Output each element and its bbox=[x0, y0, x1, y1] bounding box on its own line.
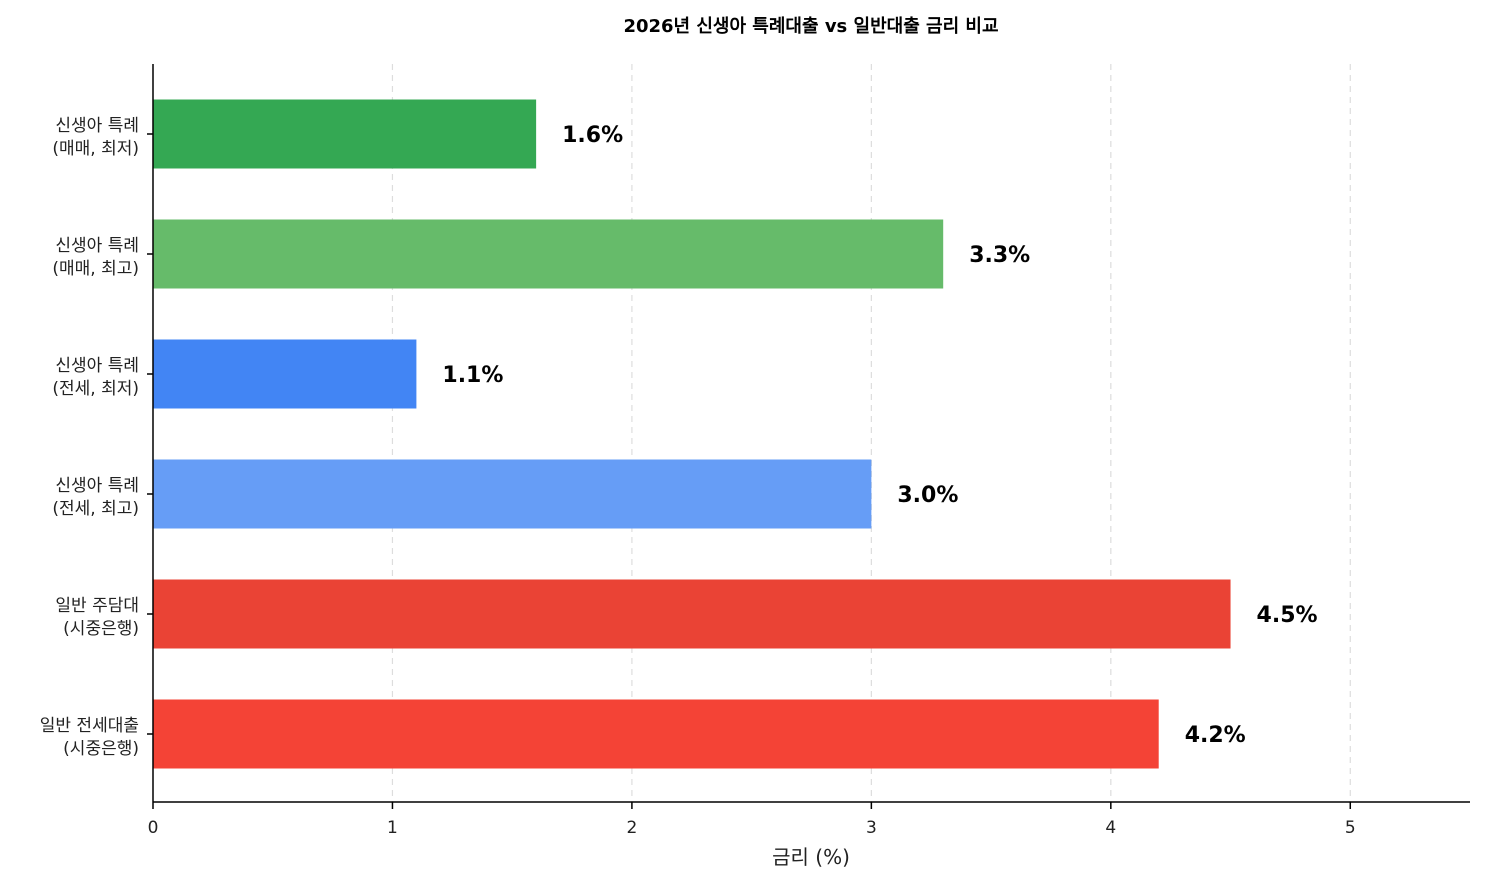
y-tick-label-5: 일반 전세대출 (시중은행) bbox=[40, 716, 139, 759]
bar-2 bbox=[153, 339, 417, 409]
gridlines bbox=[391, 64, 1351, 802]
bar-0 bbox=[153, 99, 537, 169]
bar-5 bbox=[153, 699, 1159, 769]
y-tick-label-2: 신생아 특례 (전세, 최저) bbox=[52, 356, 139, 399]
bars bbox=[153, 99, 1231, 769]
y-tick-label-1: 신생아 특례 (매매, 최고) bbox=[52, 236, 139, 279]
bar-value-label-0: 1.6% bbox=[562, 123, 623, 148]
x-tick-label-2: 2 bbox=[626, 818, 637, 838]
y-tick-label-3: 신생아 특례 (전세, 최고) bbox=[52, 476, 139, 519]
x-tick-label-4: 4 bbox=[1105, 818, 1116, 838]
data-labels: 1.6% 3.3% 1.1% 3.0% 4.5% 4.2% bbox=[442, 123, 1317, 748]
x-axis-label: 금리 (%) bbox=[772, 845, 850, 869]
axes: 0 1 2 3 4 5 신생아 특례 (매매, 최저) 신생아 특례 (매매, 최고) 신생아 특례… bbox=[40, 64, 1470, 838]
bar-value-label-2: 1.1% bbox=[442, 363, 503, 388]
x-tick-label-0: 0 bbox=[148, 818, 159, 838]
bar-4 bbox=[153, 579, 1231, 649]
bar-value-label-4: 4.5% bbox=[1257, 603, 1318, 628]
x-tick-label-1: 1 bbox=[387, 818, 398, 838]
chart-title: 2026년 신생아 특례대출 vs 일반대출 금리 비교 bbox=[623, 16, 998, 37]
bar-value-label-5: 4.2% bbox=[1185, 723, 1246, 748]
x-tick-label-3: 3 bbox=[866, 818, 877, 838]
y-tick-label-4: 일반 주담대 (시중은행) bbox=[55, 596, 139, 639]
x-tick-label-5: 5 bbox=[1345, 818, 1356, 838]
bar-3 bbox=[153, 459, 872, 529]
bar-value-label-1: 3.3% bbox=[969, 243, 1030, 268]
bar-value-label-3: 3.0% bbox=[897, 483, 958, 508]
bar-1 bbox=[153, 219, 944, 289]
y-tick-label-0: 신생아 특례 (매매, 최저) bbox=[52, 116, 139, 159]
